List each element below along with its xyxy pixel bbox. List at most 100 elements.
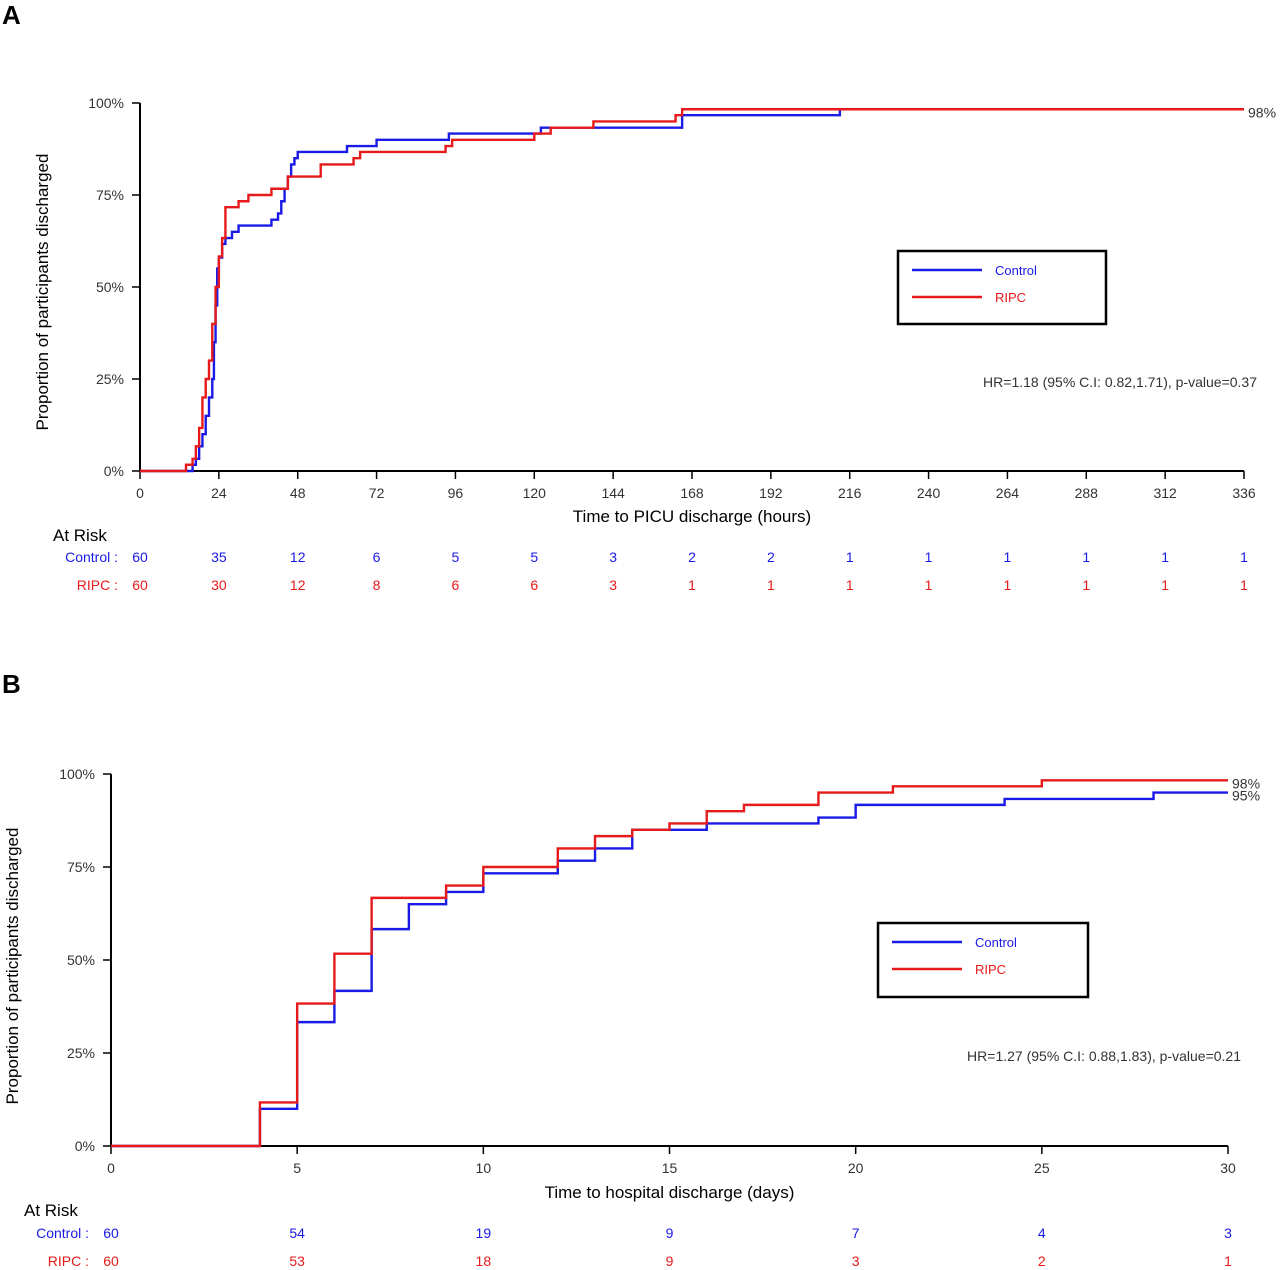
at-risk-count: 1 (1240, 549, 1248, 565)
at-risk-table: At Risk Control : 60 35 12 6 5 5 3 2 2 1 1 1 1 1 1 RIPC :… (53, 526, 1248, 593)
x-tick-label: 192 (759, 485, 783, 501)
x-tick-label: 48 (290, 485, 306, 501)
x-tick-label: 5 (293, 1160, 301, 1176)
y-tick-label: 0% (75, 1138, 95, 1154)
panel-letter: A (2, 0, 21, 30)
at-risk-count: 1 (1004, 577, 1012, 593)
at-risk-count: 3 (1224, 1225, 1232, 1241)
at-risk-count: 18 (476, 1253, 492, 1269)
end-percent-label-ripc: 98% (1232, 775, 1260, 791)
at-risk-count: 3 (609, 577, 617, 593)
x-tick-label: 312 (1153, 485, 1177, 501)
at-risk-table: At Risk Control : 60 54 19 9 7 4 3 RIPC : 60 53 18 9 3… (24, 1201, 1232, 1269)
at-risk-row-label: Control : (36, 1225, 89, 1241)
at-risk-count: 1 (688, 577, 696, 593)
km-curve-ripc (111, 779, 1228, 1148)
at-risk-count: 9 (666, 1225, 674, 1241)
at-risk-count: 12 (290, 577, 306, 593)
at-risk-title: At Risk (53, 526, 107, 545)
at-risk-count: 60 (103, 1225, 119, 1241)
x-tick-label: 25 (1034, 1160, 1050, 1176)
at-risk-count: 60 (132, 549, 148, 565)
x-tick-label: 120 (523, 485, 547, 501)
x-tick-label: 10 (476, 1160, 492, 1176)
at-risk-count: 1 (846, 577, 854, 593)
legend-box (876, 921, 1090, 999)
y-tick-label: 75% (67, 859, 95, 875)
x-tick-label: 24 (211, 485, 227, 501)
panel-b-km-chart: B 0% 25% 50% 75% 100% 0 5 10 15 20 25 30 Time to hosp… (2, 669, 1260, 1269)
panel-letter: B (2, 669, 21, 699)
panel-a-km-chart: A0%25%50%75%100%0 24 48 72 96 120 144 168 192 216… (2, 0, 1276, 593)
x-tick-label: 20 (848, 1160, 864, 1176)
y-tick-label: 50% (96, 279, 124, 295)
at-risk-count: 19 (476, 1225, 492, 1241)
y-tick-label: 100% (59, 766, 95, 782)
x-tick-label: 264 (996, 485, 1020, 501)
y-tick-label: 25% (67, 1045, 95, 1061)
x-tick-label: 216 (838, 485, 862, 501)
x-tick-label: 30 (1220, 1160, 1236, 1176)
at-risk-count: 60 (132, 577, 148, 593)
legend: Control RIPC (876, 921, 1090, 999)
x-tick-label: 96 (448, 485, 464, 501)
x-axis-title: Time to PICU discharge (hours) (573, 507, 811, 526)
x-tick-label: 72 (369, 485, 385, 501)
km-curve-control (140, 108, 1244, 473)
at-risk-count: 1 (1224, 1253, 1232, 1269)
at-risk-row-label: RIPC : (48, 1253, 89, 1269)
at-risk-count: 35 (211, 549, 227, 565)
at-risk-count: 60 (103, 1253, 119, 1269)
at-risk-count: 1 (925, 577, 933, 593)
at-risk-count: 2 (688, 549, 696, 565)
x-tick-label: 288 (1075, 485, 1099, 501)
at-risk-count: 9 (666, 1253, 674, 1269)
y-tick-label: 100% (88, 95, 124, 111)
legend-box (896, 249, 1108, 326)
x-tick-label: 240 (917, 485, 941, 501)
y-axis-title: Proportion of participants discharged (3, 828, 22, 1105)
at-risk-count: 2 (1038, 1253, 1046, 1269)
at-risk-count: 7 (852, 1225, 860, 1241)
km-curve-ripc (140, 108, 1244, 473)
legend-label-ripc: RIPC (995, 290, 1026, 305)
at-risk-row-label: RIPC : (77, 577, 118, 593)
at-risk-count: 30 (211, 577, 227, 593)
x-tick-label: 15 (662, 1160, 678, 1176)
at-risk-count: 1 (1082, 577, 1090, 593)
legend-label-ripc: RIPC (975, 962, 1006, 977)
legend: Control RIPC (896, 249, 1108, 326)
at-risk-title: At Risk (24, 1201, 78, 1220)
x-tick-label: 168 (680, 485, 704, 501)
at-risk-count: 5 (452, 549, 460, 565)
at-risk-count: 1 (846, 549, 854, 565)
hazard-ratio-annotation: HR=1.27 (95% C.I: 0.88,1.83), p-value=0.… (967, 1048, 1241, 1064)
at-risk-count: 1 (925, 549, 933, 565)
hazard-ratio-annotation: HR=1.18 (95% C.I: 0.82,1.71), p-value=0.… (983, 374, 1257, 390)
at-risk-count: 1 (1161, 577, 1169, 593)
at-risk-count: 3 (852, 1253, 860, 1269)
y-tick-label: 0% (104, 463, 124, 479)
legend-label-control: Control (975, 935, 1017, 950)
y-tick-label: 50% (67, 952, 95, 968)
legend-label-control: Control (995, 263, 1037, 278)
at-risk-count: 6 (530, 577, 538, 593)
at-risk-count: 1 (1082, 549, 1090, 565)
at-risk-count: 53 (289, 1253, 305, 1269)
at-risk-count: 3 (609, 549, 617, 565)
y-axis-title: Proportion of participants discharged (33, 154, 52, 431)
at-risk-count: 6 (373, 549, 381, 565)
y-tick-label: 25% (96, 371, 124, 387)
at-risk-count: 2 (767, 549, 775, 565)
x-tick-label: 144 (601, 485, 625, 501)
at-risk-count: 1 (767, 577, 775, 593)
x-tick-label: 336 (1232, 485, 1256, 501)
at-risk-count: 1 (1240, 577, 1248, 593)
x-tick-label: 0 (136, 485, 144, 501)
at-risk-count: 1 (1004, 549, 1012, 565)
at-risk-count: 8 (373, 577, 381, 593)
at-risk-row-label: Control : (65, 549, 118, 565)
end-percent-label-ripc: 98% (1248, 104, 1276, 120)
x-tick-label: 0 (107, 1160, 115, 1176)
